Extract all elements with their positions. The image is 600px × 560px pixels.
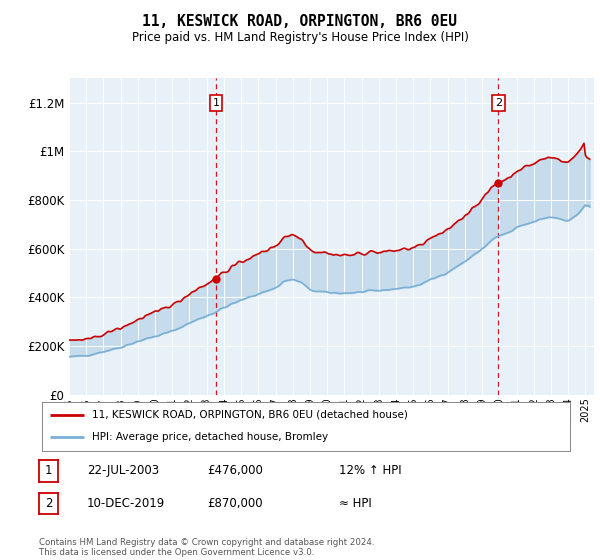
Text: £476,000: £476,000 bbox=[207, 464, 263, 478]
Text: 12% ↑ HPI: 12% ↑ HPI bbox=[339, 464, 401, 478]
Text: 10-DEC-2019: 10-DEC-2019 bbox=[87, 497, 165, 510]
Text: 2: 2 bbox=[45, 497, 52, 510]
Text: £870,000: £870,000 bbox=[207, 497, 263, 510]
Text: 2: 2 bbox=[495, 98, 502, 108]
Text: 1: 1 bbox=[45, 464, 52, 478]
Text: Contains HM Land Registry data © Crown copyright and database right 2024.
This d: Contains HM Land Registry data © Crown c… bbox=[39, 538, 374, 557]
Text: 11, KESWICK ROAD, ORPINGTON, BR6 0EU (detached house): 11, KESWICK ROAD, ORPINGTON, BR6 0EU (de… bbox=[92, 410, 408, 420]
Text: ≈ HPI: ≈ HPI bbox=[339, 497, 372, 510]
Text: Price paid vs. HM Land Registry's House Price Index (HPI): Price paid vs. HM Land Registry's House … bbox=[131, 31, 469, 44]
Text: 22-JUL-2003: 22-JUL-2003 bbox=[87, 464, 159, 478]
Text: 1: 1 bbox=[212, 98, 220, 108]
Text: HPI: Average price, detached house, Bromley: HPI: Average price, detached house, Brom… bbox=[92, 432, 328, 442]
Text: 11, KESWICK ROAD, ORPINGTON, BR6 0EU: 11, KESWICK ROAD, ORPINGTON, BR6 0EU bbox=[143, 14, 458, 29]
